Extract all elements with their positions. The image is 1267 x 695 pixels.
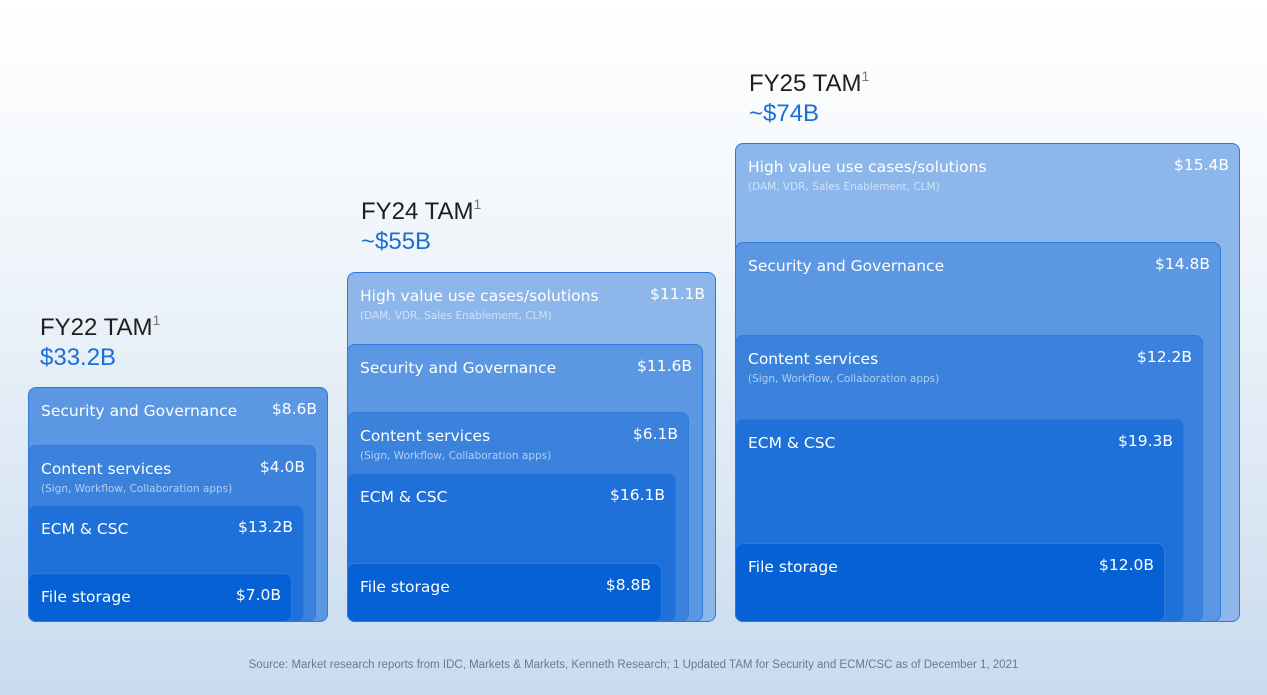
segment-value: $12.2B (1136, 348, 1192, 366)
segment-value: $12.0B (1098, 556, 1154, 574)
segment-sublabel: (DAM, VDR, Sales Enablement, CLM) (360, 310, 552, 322)
segment-value: $7.0B (235, 586, 281, 604)
segment-label: High value use cases/solutions (748, 158, 987, 176)
segment-label: Security and Governance (360, 359, 557, 377)
segment-box: File storage $8.8B (347, 563, 662, 622)
segment-box: File storage $7.0B (28, 573, 292, 622)
segment-label: File storage (41, 588, 131, 606)
footnote-marker: 1 (473, 196, 482, 212)
segment-sublabel: (Sign, Workflow, Collaboration apps) (748, 373, 940, 385)
segment-value: $11.6B (636, 357, 692, 375)
group-total: $33.2B (40, 344, 117, 371)
segment-label: ECM & CSC (41, 520, 129, 538)
footnote-marker: 1 (152, 312, 161, 328)
group-title-text: FY25 TAM (749, 70, 862, 97)
segment-value: $14.8B (1154, 255, 1210, 273)
segment-value: $8.8B (605, 576, 651, 594)
group-title: FY22 TAM1 (40, 312, 161, 342)
footnote-marker: 1 (861, 68, 870, 84)
segment-value: $19.3B (1117, 432, 1173, 450)
segment-label: High value use cases/solutions (360, 287, 599, 305)
segment-sublabel: (DAM, VDR, Sales Enablement, CLM) (748, 181, 940, 193)
segment-label: Content services (360, 427, 491, 445)
segment-value: $15.4B (1173, 156, 1229, 174)
segment-label: Security and Governance (41, 402, 238, 420)
segment-value: $6.1B (632, 425, 678, 443)
segment-box: File storage $12.0B (735, 543, 1165, 622)
segment-value: $8.6B (271, 400, 317, 418)
group-title-text: FY24 TAM (361, 198, 474, 225)
source-note: Source: Market research reports from IDC… (248, 659, 1019, 671)
group-title-text: FY22 TAM (40, 314, 153, 341)
group-title: FY24 TAM1 (361, 196, 482, 226)
segment-label: ECM & CSC (748, 434, 836, 452)
segment-value: $16.1B (609, 486, 665, 504)
group-total: ~$55B (361, 228, 432, 255)
segment-label: Content services (748, 350, 879, 368)
segment-value: $4.0B (259, 458, 305, 476)
segment-value: $13.2B (237, 518, 293, 536)
segment-sublabel: (Sign, Workflow, Collaboration apps) (41, 483, 233, 495)
segment-label: Content services (41, 460, 172, 478)
segment-label: Security and Governance (748, 257, 945, 275)
segment-label: File storage (748, 558, 838, 576)
segment-value: $11.1B (649, 285, 705, 303)
segment-label: ECM & CSC (360, 488, 448, 506)
group-title: FY25 TAM1 (749, 68, 870, 98)
segment-label: File storage (360, 578, 450, 596)
segment-sublabel: (Sign, Workflow, Collaboration apps) (360, 450, 552, 462)
group-total: ~$74B (749, 100, 820, 127)
